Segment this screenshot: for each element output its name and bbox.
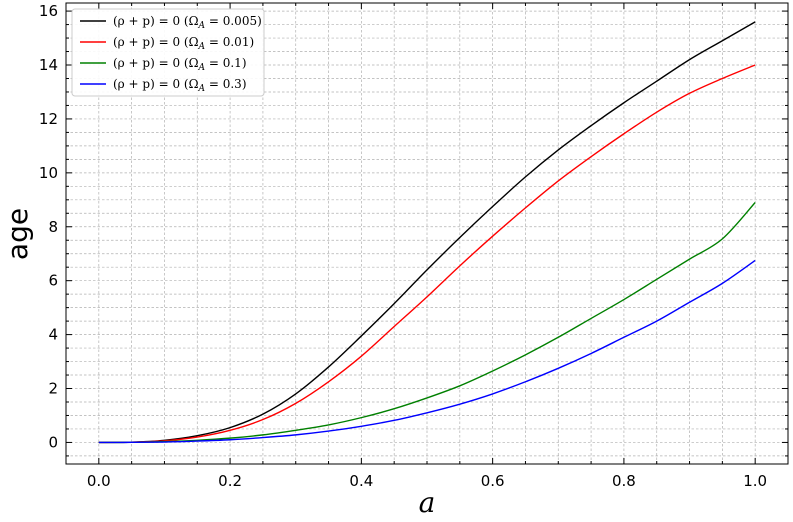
y-tick-label: 6 — [48, 272, 58, 290]
y-axis-title: age — [1, 208, 34, 260]
legend-label: (ρ + p) = 0 (ΩA = 0.01) — [113, 35, 254, 52]
y-tick-label: 4 — [48, 326, 58, 344]
series-lines — [98, 21, 756, 444]
x-tick-label: 0.8 — [612, 472, 636, 490]
y-tick-label: 0 — [48, 433, 58, 451]
series-line — [98, 64, 756, 444]
y-tick-label: 12 — [39, 110, 58, 128]
y-tick-label: 16 — [39, 2, 58, 20]
x-axis-title: a — [419, 486, 436, 519]
x-tick-label: 0.4 — [349, 472, 373, 490]
series-line — [98, 202, 756, 444]
y-tick-label: 2 — [48, 380, 58, 398]
x-tick-label: 0.2 — [218, 472, 242, 490]
ticks: 0.0 0.2 0.4 0.6 0.8 1.0 0 2 4 6 8 10 12 14 16 — [39, 2, 789, 490]
legend-box — [71, 8, 265, 97]
x-tick-label: 0.6 — [481, 472, 505, 490]
legend-label: (ρ + p) = 0 (ΩA = 0.3) — [113, 77, 247, 94]
series-line — [98, 259, 756, 444]
legend-label: (ρ + p) = 0 (ΩA = 0.1) — [113, 56, 247, 73]
y-tick-label: 14 — [39, 56, 58, 74]
y-tick-label: 8 — [48, 218, 58, 236]
legend-label: (ρ + p) = 0 (ΩA = 0.005) — [113, 14, 262, 31]
legend: (ρ + p) = 0 (ΩA = 0.005) (ρ + p) = 0 (ΩA … — [71, 8, 265, 97]
series-line — [98, 21, 756, 444]
x-tick-label: 1.0 — [743, 472, 767, 490]
y-tick-label: 10 — [39, 164, 58, 182]
x-tick-label: 0.0 — [87, 472, 111, 490]
